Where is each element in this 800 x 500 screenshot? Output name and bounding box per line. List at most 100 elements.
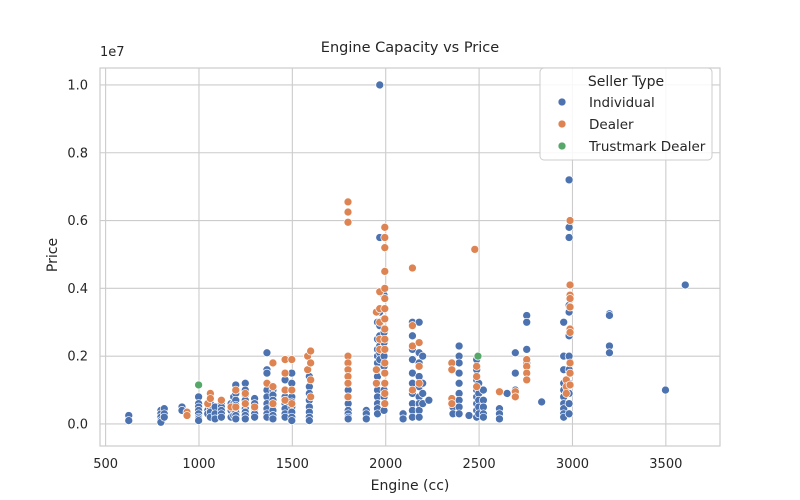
point-dealer [380,314,390,324]
legend-box [539,67,713,161]
point-dealer [268,399,278,408]
point-dealer [306,375,316,385]
point-individual [464,411,474,420]
point-individual [262,368,272,378]
chart-title: Engine Capacity vs Price [321,40,499,56]
x-tick-label: 3000 [556,457,589,472]
point-dealer [414,338,424,347]
point-dealer [565,280,575,290]
point-dealer [182,411,192,420]
point-dealer [380,243,390,253]
point-dealer [408,385,417,395]
point-individual [231,414,241,424]
point-individual [454,409,464,419]
point-individual [559,317,569,327]
point-dealer [472,372,482,381]
point-dealer [565,294,575,303]
point-individual [361,414,371,424]
legend-title: Seller Type [588,74,664,90]
y-axis-title: Price [45,238,61,272]
point-individual [605,311,614,320]
point-individual [537,397,547,407]
point-dealer [380,324,390,334]
point-dealer [447,399,457,408]
point-individual [250,412,259,422]
point-individual [479,412,488,422]
point-individual [194,416,203,425]
y-tick-label: 0.2 [67,350,88,365]
point-dealer [447,365,457,375]
legend-marker-individual [557,97,567,107]
point-dealer [343,197,353,207]
y-tick-label: 0.4 [67,282,88,297]
y-tick-label: 0.0 [67,417,88,432]
point-dealer [380,222,390,232]
point-individual [680,280,690,290]
point-individual [454,358,464,368]
point-dealer [380,267,390,276]
y-tick-label: 1.0 [67,78,88,93]
point-dealer [380,345,390,354]
point-individual [398,414,408,424]
point-dealer [380,389,390,398]
point-dealer [495,387,504,397]
legend-label-trustmark-dealer: Trustmark Dealer [588,139,706,155]
point-dealer [343,378,353,388]
point-dealer [380,368,390,378]
point-individual [287,416,297,425]
point-individual [418,351,428,361]
x-tick-label: 500 [93,457,118,472]
y-tick-label: 0.8 [67,146,88,161]
tick-labels: 500 1000 1500 2000 2500 3000 3500 0.0 0.2 0.4 0.6 0… [67,78,682,472]
point-dealer [231,385,241,395]
legend-label-individual: Individual [589,95,655,111]
x-tick-label: 1500 [276,457,309,472]
point-individual [408,331,417,341]
point-dealer [510,392,520,402]
point-dealer [522,375,532,385]
point-individual [375,80,385,90]
legend-label-dealer: Dealer [589,117,634,133]
point-dealer [565,368,575,378]
point-dealer [470,245,480,254]
point-dealer [408,321,417,331]
point-dealer [414,378,424,388]
point-individual [564,233,574,242]
point-individual [661,385,670,395]
point-trustmark-dealer [194,380,203,390]
y-offset-label: 1e7 [100,45,125,60]
point-dealer [380,294,390,303]
point-individual [454,378,464,388]
plot-frame [99,67,721,447]
point-dealer [240,389,250,398]
point-dealer [472,382,482,392]
point-dealer [206,394,215,403]
point-dealer [380,399,390,408]
x-tick-label: 2500 [463,457,496,472]
point-individual [424,395,434,405]
point-dealer [231,402,241,412]
point-dealer [343,392,353,402]
point-dealer [565,328,575,337]
point-dealer [287,355,297,364]
x-tick-label: 3500 [649,457,682,472]
point-individual [502,389,512,398]
point-dealer [565,380,575,390]
point-trustmark-dealer [473,351,483,361]
point-individual [262,348,272,358]
point-individual [510,368,520,378]
point-dealer [280,368,290,378]
point-dealer [565,216,575,225]
point-individual [454,341,464,351]
point-dealer [472,361,482,371]
point-individual [159,412,169,422]
point-individual [564,399,574,408]
point-dealer [380,358,390,368]
point-dealer [268,358,278,368]
point-dealer [372,365,381,375]
point-dealer [306,392,316,402]
legend: Seller Type Individual Dealer Trustmark … [539,67,713,161]
point-individual [510,348,520,358]
point-individual [605,348,614,358]
point-individual [454,368,464,378]
